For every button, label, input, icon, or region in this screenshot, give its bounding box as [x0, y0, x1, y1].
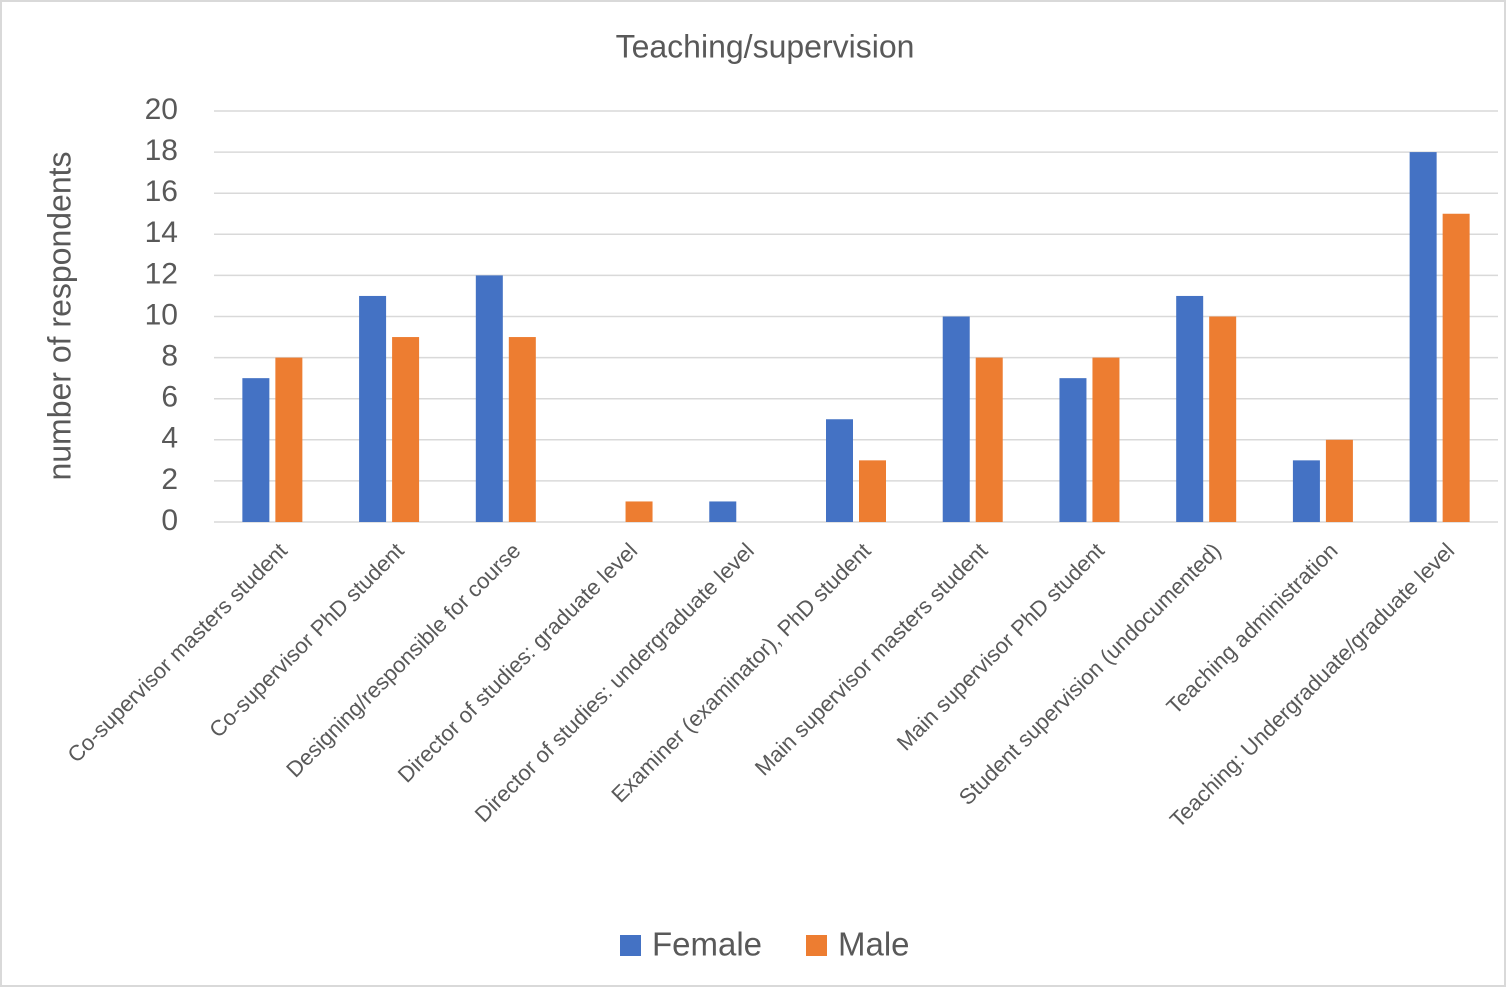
- bar: [1176, 295, 1204, 522]
- y-tick-label: 6: [161, 381, 178, 414]
- legend-swatch: [806, 935, 827, 956]
- y-tick-label: 8: [161, 340, 178, 373]
- bar: [859, 460, 886, 522]
- y-tick-label: 12: [145, 257, 178, 290]
- bar: [1209, 316, 1237, 522]
- bar: [242, 378, 270, 522]
- bar: [1325, 439, 1353, 522]
- y-tick-label: 16: [145, 175, 178, 208]
- bar: [826, 419, 853, 522]
- legend-label: Female: [652, 926, 762, 963]
- legend-swatch: [620, 935, 641, 956]
- bar: [359, 295, 387, 522]
- bar: [1059, 378, 1087, 522]
- y-tick-label: 4: [161, 422, 178, 455]
- y-tick-label: 14: [145, 216, 178, 249]
- bar: [1442, 213, 1470, 522]
- y-tick-label: 2: [161, 463, 178, 496]
- bar: [475, 275, 503, 522]
- y-axis-label: number of respondents: [41, 151, 77, 480]
- y-tick-label: 10: [145, 298, 178, 331]
- legend-label: Male: [838, 926, 910, 963]
- bar: [1092, 357, 1120, 522]
- bar: [508, 337, 536, 522]
- bar: [625, 501, 653, 522]
- bar: [275, 357, 303, 522]
- bar: [709, 501, 737, 522]
- y-tick-label: 18: [145, 134, 178, 167]
- y-tick-label: 0: [161, 504, 178, 537]
- chart-title: Teaching/supervision: [616, 28, 915, 64]
- bar: [975, 357, 1003, 522]
- bar: [1409, 152, 1437, 522]
- y-tick-label: 20: [145, 93, 178, 126]
- bar: [942, 316, 970, 522]
- bar: [392, 337, 420, 522]
- bar: [1292, 460, 1320, 522]
